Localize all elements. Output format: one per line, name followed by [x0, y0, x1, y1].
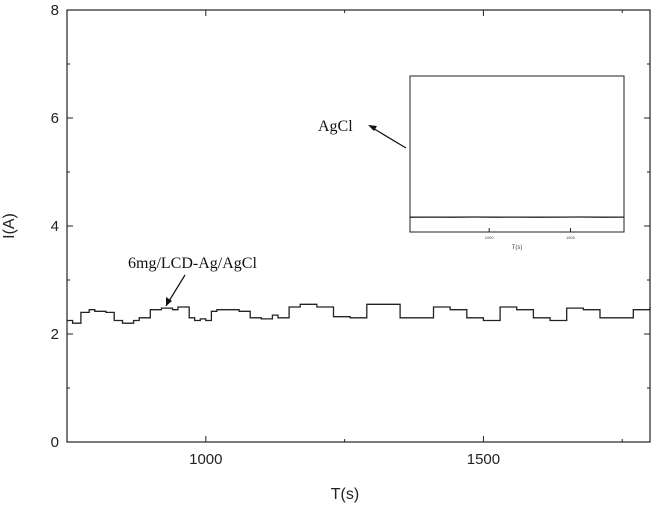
- inset-x-axis-title: T(s): [512, 245, 523, 251]
- annotation-agcl: AgCl: [318, 118, 353, 135]
- y-tick-label: 8: [51, 2, 59, 19]
- inset-x-ticks: 1000 1500: [485, 228, 576, 240]
- annotation-arrowhead-agcl: [368, 125, 377, 131]
- y-tick-label: 6: [51, 110, 59, 127]
- inset-frame: [409, 75, 625, 233]
- y-axis-ticks: 0 2 4 6 8: [51, 2, 650, 451]
- inset-x-tick-label: 1000: [485, 235, 495, 240]
- x-axis-title: T(s): [331, 486, 359, 503]
- x-tick-label: 1500: [467, 451, 500, 468]
- y-tick-label: 2: [51, 326, 59, 343]
- y-axis-title: I(A): [1, 213, 18, 239]
- inset-x-tick-label: 1500: [566, 235, 576, 240]
- x-tick-label: 1000: [189, 451, 222, 468]
- x-axis-ticks: 1000 1500: [189, 10, 623, 468]
- y-tick-label: 0: [51, 434, 59, 451]
- inset-chart: 1000 1500 T(s): [409, 75, 625, 251]
- annotation-6mg-lcd-ag-agcl: 6mg/LCD-Ag/AgCl: [128, 255, 257, 272]
- annotation-arrow-agcl: [370, 126, 407, 149]
- series-line-6mg-lcd-ag-agcl: [67, 303, 651, 324]
- y-tick-label: 4: [51, 218, 59, 235]
- annotation-arrowhead-6mg: [166, 297, 172, 306]
